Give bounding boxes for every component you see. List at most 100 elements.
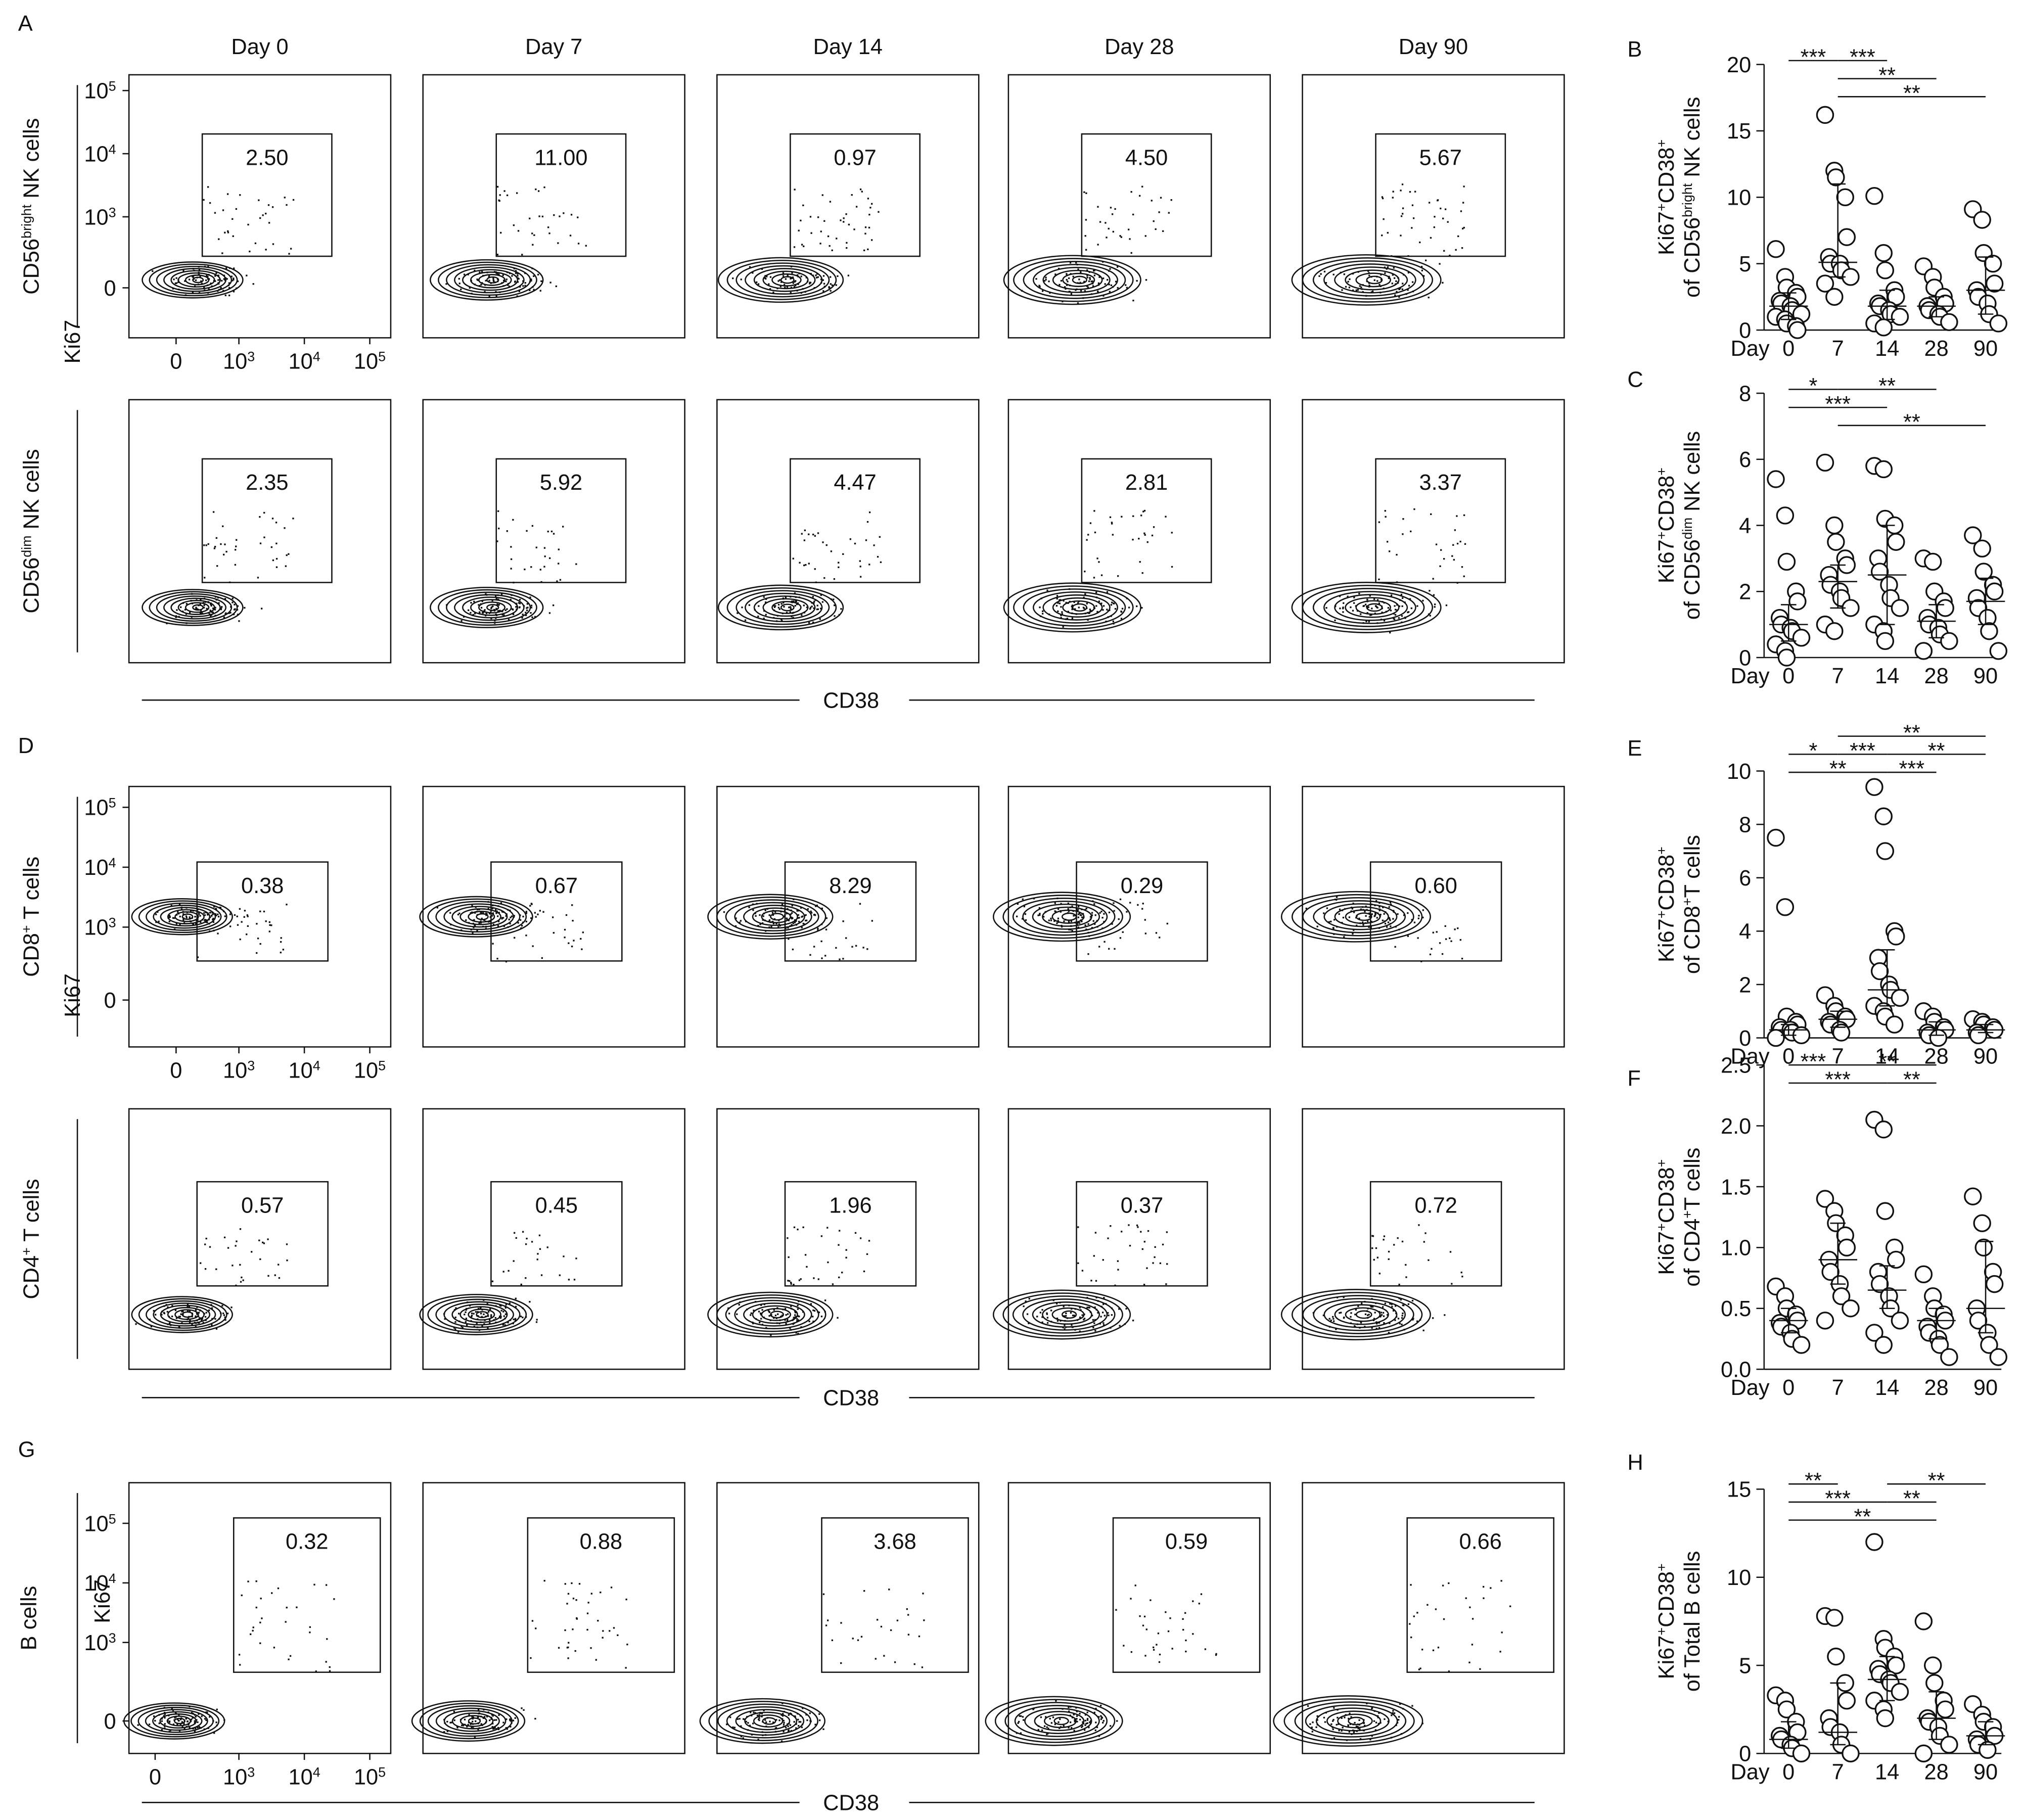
significance-label: *** [1825, 392, 1851, 416]
event-dot [243, 1279, 244, 1281]
event-dot [878, 211, 879, 213]
event-dot [1411, 227, 1412, 228]
event-dot [800, 1721, 801, 1722]
event-dot [890, 1629, 892, 1631]
event-dot [1392, 1710, 1394, 1711]
event-dot [1039, 914, 1040, 916]
event-dot [1039, 606, 1040, 608]
event-dot [862, 947, 864, 948]
event-dot [1509, 1606, 1511, 1607]
event-dot [525, 612, 526, 613]
event-dot [558, 563, 559, 564]
event-dot [204, 577, 205, 578]
event-dot [768, 1315, 770, 1317]
event-dot [1409, 191, 1411, 193]
y-axis-label-part: + [1654, 468, 1669, 476]
event-dot [172, 917, 174, 919]
event-dot [521, 1707, 522, 1709]
event-dot [1402, 597, 1403, 599]
event-dot [1063, 1725, 1065, 1726]
event-dot [1110, 1725, 1111, 1726]
event-dot [1373, 598, 1375, 600]
event-dot [261, 608, 262, 609]
event-dot [1444, 1314, 1445, 1316]
y-axis-label-part: of CD56 [1680, 217, 1705, 298]
event-dot [1445, 208, 1446, 210]
event-dot [154, 1720, 156, 1721]
contour [182, 1312, 193, 1317]
event-dot [1376, 280, 1378, 282]
event-dot [556, 286, 557, 287]
event-dot [1433, 1650, 1434, 1651]
data-point [1888, 534, 1904, 550]
y-tick-label-part: 10 [84, 205, 108, 229]
event-dot [1398, 1716, 1400, 1717]
event-dot [1093, 270, 1094, 271]
contour [154, 905, 215, 928]
y-axis-label-part: + [1680, 1210, 1695, 1219]
y-tick-label: 0 [104, 1709, 116, 1734]
y-tick-label-part: 4 [109, 855, 116, 870]
y-axis-label: Ki67+CD38+ [1654, 468, 1679, 583]
event-dot [1344, 1716, 1345, 1718]
event-dot [1332, 927, 1334, 929]
event-dot [241, 1277, 242, 1278]
event-dot [838, 1244, 839, 1246]
flow-plot-frame [1008, 75, 1270, 338]
contour [1338, 1714, 1372, 1728]
event-dot [514, 1232, 515, 1234]
event-dot [855, 1232, 856, 1234]
event-dot [1312, 1731, 1313, 1732]
event-dot [1167, 923, 1168, 924]
event-dot [757, 1714, 758, 1716]
event-dot [1405, 1276, 1407, 1278]
gate-percentage: 4.50 [1125, 146, 1168, 170]
event-dot [537, 274, 539, 275]
event-dot [591, 1593, 592, 1594]
event-dot [1430, 237, 1432, 239]
data-point [1892, 1684, 1908, 1700]
data-point [1887, 1016, 1903, 1033]
event-dot [1401, 615, 1403, 617]
contour [444, 904, 514, 929]
event-dot [564, 929, 566, 930]
event-dot [449, 912, 451, 914]
event-dot [244, 910, 246, 911]
event-dot [808, 563, 810, 564]
event-dot [568, 1593, 569, 1595]
event-dot [549, 612, 550, 614]
event-dot [244, 607, 245, 609]
contour [487, 604, 498, 610]
event-dot [1385, 923, 1386, 924]
y-tick-label: 0 [104, 276, 116, 301]
event-dot [1434, 226, 1435, 228]
event-dot [503, 190, 505, 192]
event-dot [1421, 1649, 1423, 1650]
event-dot [180, 1314, 181, 1315]
data-point [1839, 1239, 1855, 1255]
event-dot [1340, 1312, 1342, 1313]
event-dot [557, 242, 559, 244]
event-dot [1447, 221, 1449, 222]
significance-label: *** [1801, 45, 1826, 70]
event-dot [856, 206, 857, 207]
event-dot [1065, 1313, 1067, 1314]
event-dot [492, 1281, 493, 1282]
data-point [1768, 1030, 1784, 1046]
event-dot [1171, 199, 1172, 201]
event-dot [1081, 1726, 1082, 1728]
event-dot [1364, 911, 1365, 912]
contour [1314, 1299, 1405, 1331]
data-point [1875, 245, 1892, 261]
event-dot [1113, 621, 1114, 622]
y-axis-label: Ki67+CD38+ [1654, 1563, 1679, 1679]
event-dot [1099, 221, 1101, 222]
event-dot [1085, 235, 1086, 237]
event-dot [1153, 526, 1155, 528]
event-dot [1342, 1726, 1343, 1728]
event-dot [267, 1275, 269, 1277]
event-dot [203, 912, 205, 914]
event-dot [200, 1262, 201, 1264]
event-dot [1451, 555, 1453, 557]
event-dot [1132, 300, 1134, 301]
